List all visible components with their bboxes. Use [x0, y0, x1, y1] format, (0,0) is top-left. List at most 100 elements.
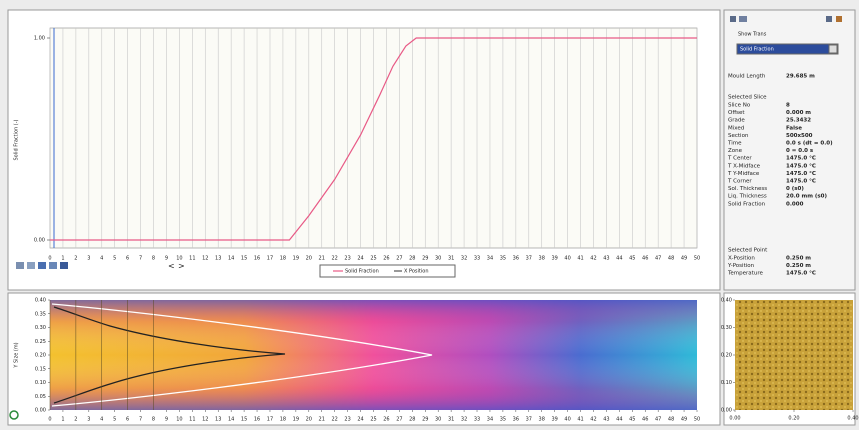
x-tick-label: 49: [681, 417, 687, 423]
y-tick-label: 0.00: [34, 238, 45, 244]
show-label: Show Trans: [738, 32, 767, 38]
x-tick-label: 19: [293, 417, 299, 423]
x-tick-label: 48: [668, 417, 674, 423]
x-tick-label: 35: [500, 417, 506, 423]
x-tick-label: 19: [293, 256, 299, 262]
x-tick-label: 35: [500, 256, 506, 262]
x-tick-label: 43: [603, 256, 609, 262]
y-tick-label: 0.10: [721, 380, 732, 386]
x-tick-label: 26: [383, 256, 389, 262]
y-tick-label: 0.00: [721, 408, 732, 414]
x-tick-label: 25: [370, 417, 376, 423]
prop-value: 8: [786, 103, 790, 109]
x-tick-label: 0: [48, 417, 51, 423]
x-tick-label: 22: [331, 417, 337, 423]
prop-value: False: [786, 125, 802, 131]
x-tick-label: 42: [590, 417, 596, 423]
prop-label: Zone: [728, 148, 743, 154]
prop-label: Mixed: [728, 125, 744, 131]
x-tick-label: 14: [228, 417, 234, 423]
x-tick-label: 36: [513, 256, 519, 262]
x-tick-label: 38: [539, 256, 545, 262]
x-tick-label: 3: [87, 256, 90, 262]
tool-icon[interactable]: [836, 16, 842, 22]
x-tick-label: 31: [448, 417, 454, 423]
x-tick-label: 31: [448, 256, 454, 262]
prop-value: 1475.0 °C: [786, 271, 816, 277]
x-tick-label: 36: [513, 417, 519, 423]
x-tick-label: 13: [215, 417, 221, 423]
y-tick-label: 0.00: [35, 408, 46, 414]
legend-label: Solid Fraction: [345, 269, 379, 275]
app-window: Show Trans Solid Fraction Mould Length 2…: [0, 0, 859, 430]
prop-value: 1475.0 °C: [786, 163, 816, 169]
nav-button[interactable]: <: [168, 262, 175, 271]
x-tick-label: 24: [357, 417, 363, 423]
x-tick-label: 14: [228, 256, 234, 262]
prop-label: T Y-Midface: [727, 171, 760, 177]
prop-value: 0.000 m: [786, 110, 811, 116]
tool-icon[interactable]: [60, 262, 68, 269]
x-tick-label: 8: [152, 417, 155, 423]
x-tick-label: 32: [461, 256, 467, 262]
prop-value: 0.000: [786, 201, 804, 207]
x-tick-label: 21: [319, 417, 325, 423]
tool-icon[interactable]: [49, 262, 57, 269]
y-tick-label: 0.30: [721, 325, 732, 331]
x-tick-label: 23: [344, 417, 350, 423]
x-tick-label: 41: [577, 417, 583, 423]
y-tick-label: 0.15: [35, 366, 46, 372]
y-tick-label: 0.05: [35, 394, 46, 400]
x-tick-label: 28: [409, 256, 415, 262]
x-tick-label: 30: [435, 256, 441, 262]
prop-label: Grade: [728, 118, 745, 124]
x-tick-label: 49: [681, 256, 687, 262]
x-tick-label: 2: [74, 417, 77, 423]
x-tick-label: 16: [254, 256, 260, 262]
x-tick-label: 45: [629, 256, 635, 262]
prop-value: 0.250 m: [786, 263, 811, 269]
x-tick-label: 39: [551, 417, 557, 423]
prop-label: Solid Fraction: [728, 201, 766, 207]
tool-icon[interactable]: [27, 262, 35, 269]
x-tick-label: 7: [139, 256, 142, 262]
x-tick-label: 32: [461, 417, 467, 423]
prop-value: 0 (s0): [786, 186, 804, 192]
x-tick-label: 18: [280, 256, 286, 262]
prop-label: T Corner: [727, 179, 752, 185]
x-tick-label: 1: [61, 417, 64, 423]
prop-label: Mould Length: [728, 74, 766, 80]
x-tick-label: 27: [396, 417, 402, 423]
x-tick-label: 11: [189, 256, 195, 262]
x-tick-label: 39: [551, 256, 557, 262]
tool-icon[interactable]: [38, 262, 46, 269]
tool-icon[interactable]: [730, 16, 736, 22]
prop-value: 20.0 mm (s0): [786, 194, 827, 200]
tool-icon[interactable]: [826, 16, 832, 22]
x-tick-label: 34: [487, 417, 493, 423]
x-tick-label: 45: [629, 417, 635, 423]
x-tick-label: 29: [422, 256, 428, 262]
slice-image: [735, 300, 853, 410]
dropdown-arrow[interactable]: [829, 45, 837, 53]
x-tick-label: 17: [267, 256, 273, 262]
x-tick-label: 44: [616, 417, 622, 423]
prop-label: Slice No: [728, 103, 751, 109]
y-tick-label: 0.20: [721, 353, 732, 359]
section-title: Selected Point: [728, 248, 768, 254]
prop-label: X-Position: [728, 256, 755, 262]
tool-icon[interactable]: [16, 262, 24, 269]
dropdown-text[interactable]: Solid Fraction: [740, 47, 774, 53]
prop-label: Section: [728, 133, 749, 139]
x-tick-label: 5: [113, 417, 116, 423]
prop-label: T X-Midface: [727, 163, 761, 169]
tool-icon[interactable]: [739, 16, 747, 22]
nav-button[interactable]: >: [178, 262, 185, 271]
x-tick-label: 21: [319, 256, 325, 262]
y-tick-label: 0.40: [721, 298, 732, 304]
x-tick-label: 33: [474, 256, 480, 262]
x-tick-label: 46: [642, 256, 648, 262]
x-tick-label: 2: [74, 256, 77, 262]
x-tick-label: 38: [539, 417, 545, 423]
x-tick-label: 20: [306, 256, 312, 262]
